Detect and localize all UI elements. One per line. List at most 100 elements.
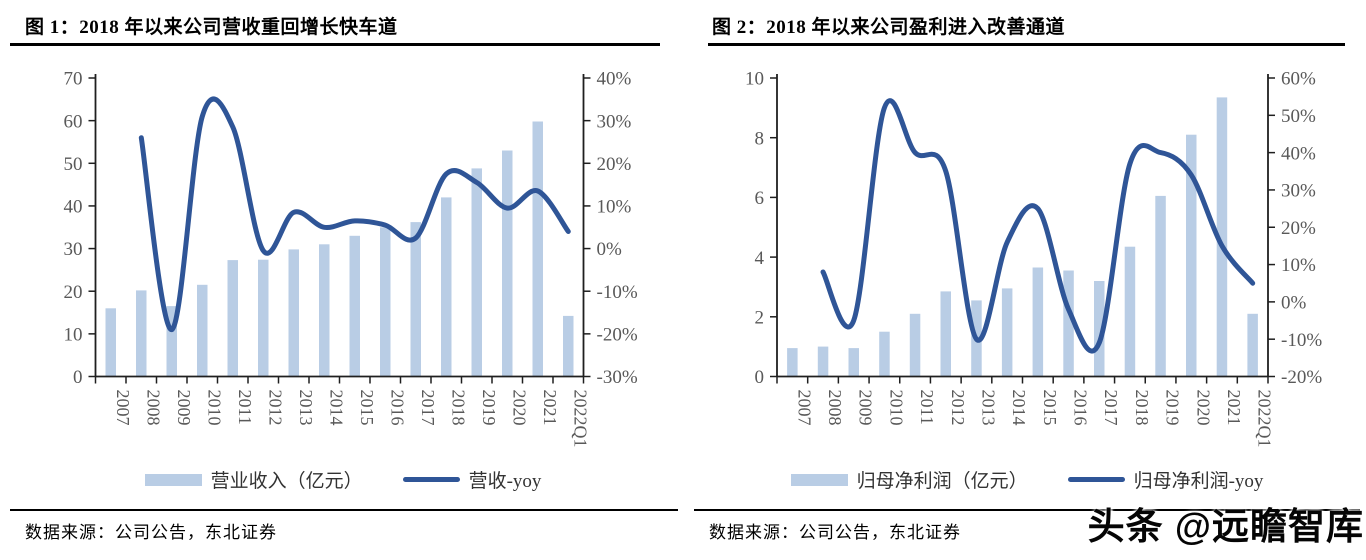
x-tick-label: 2017: [418, 390, 438, 426]
left-axis-labels: 0 10 20 30 40 50 60 70: [64, 69, 83, 388]
bar: [502, 150, 513, 377]
figure1-legend: 营业收入（亿元） 营收-yoy: [10, 466, 676, 493]
bar: [227, 260, 238, 377]
legend-item-revenue-yoy: 营收-yoy: [402, 466, 542, 493]
bar: [349, 235, 360, 377]
bar: [1063, 270, 1074, 377]
right-tick-label: 30%: [597, 111, 632, 132]
bar: [288, 249, 299, 377]
bar: [1094, 281, 1105, 377]
figure2-bottom-rule: [694, 509, 1360, 511]
x-tick-label: 2020: [509, 390, 529, 426]
revenue-bar-line-chart: 0 10 20 30 40 50 60 70 -30% -20% -10% 0% 10% 20% 30% 40…: [64, 69, 638, 448]
yoy-line: [138, 96, 571, 333]
line-swatch-icon: [1067, 477, 1125, 482]
left-tick-label: 0: [755, 367, 765, 388]
x-tick-label: 2019: [479, 390, 499, 426]
left-tick-label: 60: [64, 111, 83, 132]
right-axis-labels: -20% -10% 0% 10% 20% 30% 40% 50% 60%: [1281, 69, 1322, 388]
left-tick-label: 8: [755, 128, 765, 149]
x-tick-label: 2009: [174, 390, 194, 426]
ticks-group: [88, 77, 591, 384]
bar: [319, 244, 330, 377]
figure2-title-underline: [708, 43, 1345, 46]
bar: [1186, 134, 1197, 377]
right-tick-label: 30%: [1281, 181, 1316, 202]
figure1-title: 图 1：2018 年以来公司营收重回增长快车道: [25, 17, 398, 38]
left-tick-label: 2: [755, 307, 765, 328]
left-tick-label: 0: [73, 367, 83, 388]
figure1-title-underline: [10, 43, 660, 46]
ticks-group: [770, 77, 1275, 384]
left-tick-label: 30: [64, 239, 83, 260]
x-tick-label: 2008: [825, 390, 845, 426]
bar: [563, 315, 574, 377]
legend-label-profit: 归母净利润（亿元）: [856, 471, 1028, 492]
x-tick-label: 2015: [357, 390, 377, 426]
bar: [105, 308, 116, 377]
toutiao-watermark: 头条 @远瞻智库: [1087, 506, 1364, 547]
bar: [848, 348, 859, 377]
figure2-title: 图 2：2018 年以来公司盈利进入改善通道: [712, 17, 1066, 38]
legend-label-revenue-yoy: 营收-yoy: [468, 471, 542, 492]
right-tick-label: 10%: [1281, 255, 1316, 276]
right-tick-label: -10%: [597, 282, 638, 303]
x-axis-labels: 2007 2008 2009 2010 2011 2012 2013 2014 2015 2016…: [794, 390, 1274, 448]
bar: [1247, 313, 1258, 377]
line-swatch-icon: [402, 477, 460, 482]
x-tick-label: 2008: [143, 390, 163, 426]
left-axis-labels: 0 2 4 6 8 10: [745, 69, 765, 388]
legend-label-revenue: 营业收入（亿元）: [210, 471, 363, 492]
figure1-bottom-rule: [10, 509, 678, 511]
legend-item-profit-yoy: 归母净利润-yoy: [1067, 466, 1263, 493]
bar: [1155, 195, 1166, 377]
x-tick-label: 2014: [1009, 390, 1029, 426]
x-tick-label: 2020: [1193, 390, 1213, 426]
bar: [441, 197, 452, 377]
right-tick-label: -30%: [597, 367, 638, 388]
x-tick-label: 2017: [1101, 390, 1121, 426]
x-tick-label: 2016: [1071, 390, 1091, 426]
x-tick-label: 2007: [794, 390, 814, 426]
x-tick-label: 2011: [235, 390, 255, 425]
right-tick-label: 40%: [597, 69, 632, 90]
x-tick-label: 2015: [1040, 390, 1060, 426]
bar: [471, 168, 482, 377]
x-tick-label: 2021: [540, 390, 560, 426]
bar: [909, 313, 921, 377]
x-tick-label: 2010: [204, 390, 224, 426]
bar: [136, 290, 147, 377]
left-tick-label: 20: [64, 282, 83, 303]
x-tick-label: 2007: [113, 390, 133, 426]
right-tick-label: 60%: [1281, 69, 1316, 90]
bars-group: [787, 97, 1258, 377]
x-tick-label: 2021: [1224, 390, 1244, 426]
x-axis-labels: 2007 2008 2009 2010 2011 2012 2013 2014 2015 2016…: [113, 390, 591, 448]
x-tick-label: 2022Q1: [1255, 390, 1275, 448]
bar: [787, 348, 798, 377]
x-tick-label: 2011: [917, 390, 937, 425]
x-tick-label: 2010: [886, 390, 906, 426]
bar-swatch-icon: [144, 473, 202, 486]
x-tick-label: 2014: [326, 390, 346, 426]
left-tick-label: 40: [64, 197, 83, 218]
x-tick-label: 2018: [1132, 390, 1152, 426]
bar: [1124, 246, 1136, 377]
left-tick-label: 4: [755, 248, 765, 269]
yoy-line: [820, 98, 1256, 354]
x-tick-label: 2012: [948, 390, 968, 426]
bar: [1216, 97, 1228, 377]
x-tick-label: 2018: [448, 390, 468, 426]
bars-group: [105, 121, 574, 377]
figure2-legend: 归母净利润（亿元） 归母净利润-yoy: [694, 466, 1360, 493]
bar: [1001, 288, 1013, 377]
bar: [197, 284, 208, 377]
legend-item-profit: 归母净利润（亿元）: [790, 466, 1028, 493]
right-tick-label: -20%: [597, 325, 638, 346]
bar: [532, 121, 543, 377]
figure2-source: 数据来源：公司公告，东北证券: [709, 523, 961, 542]
x-tick-label: 2019: [1163, 390, 1183, 426]
left-tick-label: 6: [755, 188, 765, 209]
right-tick-label: -20%: [1281, 367, 1322, 388]
left-tick-label: 50: [64, 154, 83, 175]
